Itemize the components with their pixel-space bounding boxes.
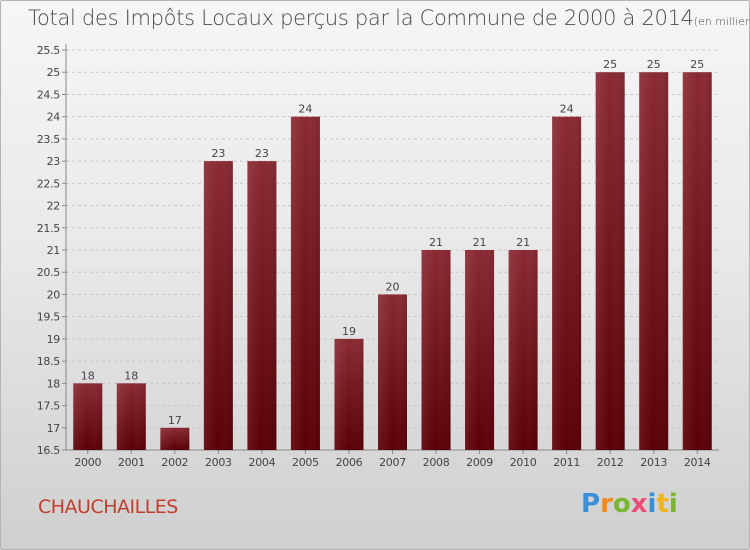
logo-letter: o bbox=[612, 489, 631, 519]
data-label: 18 bbox=[124, 369, 138, 382]
y-tick-label: 22 bbox=[47, 200, 60, 213]
bar-shine bbox=[378, 294, 407, 450]
bar-shine bbox=[247, 161, 277, 450]
x-tick-label: 2011 bbox=[553, 456, 580, 469]
y-tick-label: 24.5 bbox=[37, 88, 61, 101]
x-tick-label: 2004 bbox=[249, 456, 276, 469]
y-tick-label: 18 bbox=[47, 377, 61, 390]
bar-shine bbox=[421, 250, 451, 450]
bar-shine bbox=[682, 72, 712, 450]
x-tick-label: 2003 bbox=[205, 456, 232, 469]
data-label: 25 bbox=[647, 58, 661, 71]
x-tick-label: 2007 bbox=[379, 456, 406, 469]
x-tick-label: 2006 bbox=[336, 456, 363, 469]
data-label: 17 bbox=[168, 414, 182, 427]
logo-letter: i bbox=[668, 489, 678, 519]
data-label: 25 bbox=[603, 58, 617, 71]
bar-shine bbox=[334, 338, 364, 450]
y-tick-label: 22.5 bbox=[37, 177, 61, 190]
data-label: 24 bbox=[560, 103, 574, 116]
data-label: 23 bbox=[211, 147, 225, 160]
bar-shine bbox=[116, 383, 146, 450]
data-label: 23 bbox=[255, 147, 269, 160]
y-tick-label: 23 bbox=[47, 155, 61, 168]
y-tick-label: 21.5 bbox=[37, 222, 61, 235]
y-tick-label: 25.5 bbox=[37, 44, 61, 57]
chart-title: Total des Impôts Locaux perçus par la Co… bbox=[28, 6, 750, 30]
commune-name: CHAUCHAILLES bbox=[38, 496, 178, 518]
x-tick-label: 2005 bbox=[292, 456, 319, 469]
bar-shine bbox=[552, 116, 582, 451]
data-label: 24 bbox=[298, 103, 312, 116]
bar-shine bbox=[595, 72, 625, 450]
y-tick-label: 18.5 bbox=[37, 355, 61, 368]
logo-letter: P bbox=[581, 489, 601, 519]
data-label: 18 bbox=[81, 369, 95, 382]
y-tick-label: 19 bbox=[47, 333, 61, 346]
x-tick-label: 2013 bbox=[640, 456, 667, 469]
data-label: 20 bbox=[386, 280, 400, 293]
bar-shine bbox=[290, 116, 320, 451]
proxiti-logo: Proxiti bbox=[581, 489, 678, 519]
x-tick-label: 2012 bbox=[597, 456, 624, 469]
x-tick-label: 2009 bbox=[466, 456, 493, 469]
y-tick-label: 17 bbox=[47, 422, 61, 435]
bar-shine bbox=[73, 383, 103, 450]
bar-shine bbox=[508, 250, 538, 450]
x-tick-label: 2001 bbox=[118, 456, 145, 469]
bar-shine bbox=[203, 161, 233, 450]
bar-shine bbox=[465, 250, 495, 450]
logo-letter: t bbox=[656, 489, 669, 519]
y-tick-label: 17.5 bbox=[37, 400, 61, 413]
data-label: 21 bbox=[429, 236, 443, 249]
y-tick-label: 24 bbox=[47, 111, 61, 124]
chart-title-main: Total des Impôts Locaux perçus par la Co… bbox=[28, 6, 694, 30]
x-tick-label: 2014 bbox=[684, 456, 711, 469]
bar-shine bbox=[639, 72, 669, 450]
logo-letter: r bbox=[600, 489, 613, 519]
chart-title-unit: (en milliers d'€) bbox=[693, 15, 750, 28]
y-tick-label: 20 bbox=[47, 288, 61, 301]
logo-letter: x bbox=[630, 489, 648, 519]
x-tick-label: 2010 bbox=[510, 456, 537, 469]
y-tick-label: 25 bbox=[47, 66, 61, 79]
x-tick-label: 2002 bbox=[161, 456, 188, 469]
y-tick-label: 19.5 bbox=[37, 311, 61, 324]
y-tick-label: 23.5 bbox=[37, 133, 61, 146]
logo-letter: i bbox=[647, 489, 657, 519]
x-tick-label: 2008 bbox=[423, 456, 450, 469]
data-label: 21 bbox=[473, 236, 487, 249]
data-label: 25 bbox=[690, 58, 704, 71]
bar-shine bbox=[160, 427, 190, 450]
data-label: 21 bbox=[516, 236, 530, 249]
y-tick-label: 21 bbox=[47, 244, 60, 257]
data-label: 19 bbox=[342, 325, 356, 338]
x-tick-label: 2000 bbox=[74, 456, 101, 469]
y-tick-label: 16.5 bbox=[37, 444, 61, 457]
y-tick-label: 20.5 bbox=[37, 266, 61, 279]
